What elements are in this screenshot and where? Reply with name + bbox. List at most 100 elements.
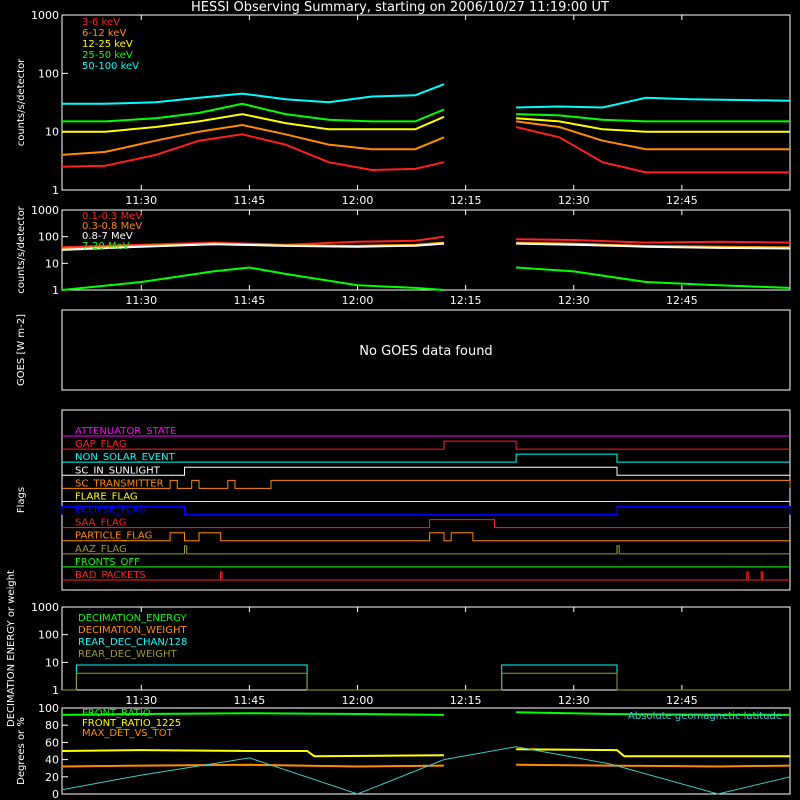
y-tick-label: 40 — [45, 754, 59, 767]
x-tick-label: 12:45 — [666, 194, 698, 207]
y-tick-label: 100 — [38, 67, 59, 80]
flag-line-bad_packets — [62, 571, 790, 581]
series-line-front_ratio — [61, 711, 790, 716]
flag-label: SC_TRANSMITTER — [75, 478, 164, 489]
series-line-25-50-keV — [62, 102, 790, 123]
flag-line-non_solar_event — [62, 453, 790, 463]
series-line-absolute-geomagnetic-latitude — [61, 746, 791, 795]
x-tick-label: 12:00 — [342, 694, 374, 707]
y-tick-label: 10 — [45, 656, 59, 669]
flag-line-aaz_flag — [62, 545, 790, 555]
legend-entry: 3-6 keV — [82, 17, 120, 28]
panel-frame-1 — [61, 14, 791, 191]
flag-label: FRONTS_OFF — [75, 557, 140, 568]
panel1-ylabel: counts/s/detector — [16, 58, 27, 146]
panel3-ylabel: GOES [W m-2] — [16, 314, 27, 386]
panel-frame-3 — [61, 309, 791, 391]
x-tick-label: 12:45 — [666, 294, 698, 307]
flag-line-sc_in_sunlight — [62, 466, 790, 476]
y-tick-label: 1 — [52, 284, 59, 297]
flag-label: SAA_FLAG — [75, 518, 126, 529]
y-tick-label: 1000 — [31, 204, 59, 217]
legend-entry: 25-50 keV — [82, 50, 133, 61]
y-tick-label: 100 — [38, 231, 59, 244]
y-tick-label: 1 — [52, 684, 59, 697]
series-line-3-6-keV — [61, 126, 790, 174]
legend-entry: FRONT_RATIO_1225 — [82, 718, 181, 729]
x-tick-label: 12:15 — [450, 694, 482, 707]
flag-label: SC_IN_SUNLIGHT — [75, 465, 161, 476]
series-line-0.8-7-MeV — [61, 242, 791, 251]
flag-label: GAP_FLAG — [75, 439, 127, 450]
series-line-front_ratio_1225 — [61, 748, 790, 758]
flag-label: AAZ_FLAG — [75, 544, 127, 555]
y-tick-label: 20 — [45, 771, 59, 784]
y-tick-label: 1 — [52, 184, 59, 197]
legend-entry: FRONT_RATIO — [82, 708, 151, 719]
y-tick-label: 0 — [52, 788, 59, 800]
legend-entry: Absolute geomagnetic latitude — [628, 711, 782, 722]
x-tick-label: 12:30 — [558, 694, 590, 707]
flag-line-eclipse_flag — [61, 506, 791, 516]
y-tick-label: 10 — [45, 126, 59, 139]
legend-entry: DECIMATION_WEIGHT — [78, 625, 187, 636]
y-tick-label: 10 — [45, 257, 59, 270]
flag-line-particle_flag — [62, 532, 790, 542]
legend-entry: REAR_DEC_WEIGHT — [78, 649, 177, 660]
legend-entry: DECIMATION_ENERGY — [78, 613, 187, 624]
x-tick-label: 12:45 — [666, 694, 698, 707]
legend-entry: 50-100 keV — [82, 61, 139, 72]
flag-label: ATTENUATOR_STATE — [75, 426, 176, 437]
legend-entry: 12-25 keV — [82, 39, 133, 50]
x-tick-label: 12:00 — [342, 194, 374, 207]
flag-label: ECLIPSE_FLAG — [75, 505, 146, 516]
legend-entry: 0.3-0.8 MeV — [82, 221, 142, 232]
flag-label: BAD_PACKETS — [75, 570, 146, 581]
x-tick-label: 11:30 — [125, 194, 157, 207]
panel-frame-2 — [61, 209, 791, 291]
x-tick-label: 12:30 — [558, 194, 590, 207]
panel4-ylabel: Flags — [16, 487, 27, 513]
no-goes-annotation: No GOES data found — [359, 344, 492, 359]
flag-line-sc_transmitter — [62, 479, 791, 489]
legend-entry: REAR_DEC_CHAN/128 — [78, 637, 187, 648]
series-line-rear-dec-chan-128 — [62, 664, 790, 691]
series-line-50-100-keV — [62, 83, 791, 109]
x-tick-label: 12:30 — [558, 294, 590, 307]
legend-entry: 0.8-7 MeV — [82, 231, 133, 242]
y-tick-label: 100 — [38, 702, 59, 715]
legend-entry: 7-20 MeV — [82, 241, 130, 252]
x-tick-label: 11:45 — [234, 694, 266, 707]
flag-line-saa_flag — [62, 519, 790, 529]
y-tick-label: 60 — [45, 736, 59, 749]
page-title: HESSI Observing Summary, starting on 200… — [191, 0, 609, 15]
flag-label: FLARE_FLAG — [75, 491, 138, 502]
flag-label: PARTICLE_FLAG — [75, 531, 152, 542]
y-tick-label: 100 — [38, 629, 59, 642]
panel5-ylabel: DECIMATION ENERGY or weight — [6, 570, 17, 727]
panel2-ylabel: counts/s/detector — [16, 205, 27, 293]
x-tick-label: 11:45 — [234, 294, 266, 307]
y-tick-label: 80 — [45, 719, 59, 732]
x-tick-label: 11:30 — [125, 294, 157, 307]
legend-entry: 6-12 keV — [82, 28, 126, 39]
x-tick-label: 11:30 — [125, 694, 157, 707]
series-line-7-20-MeV — [61, 266, 791, 291]
x-tick-label: 12:15 — [450, 294, 482, 307]
flag-label: NON_SOLAR_EVENT — [75, 452, 176, 463]
panel-frame-4 — [61, 409, 791, 591]
y-tick-label: 1000 — [31, 601, 59, 614]
x-tick-label: 11:45 — [234, 194, 266, 207]
panel6-ylabel: Degrees or % — [16, 717, 27, 785]
y-tick-label: 1000 — [31, 9, 59, 22]
x-tick-label: 12:00 — [342, 294, 374, 307]
flag-line-gap_flag — [62, 440, 790, 450]
series-line-max_det_vs_tot — [61, 763, 791, 768]
legend-entry: MAX_DET_VS_TOT — [82, 728, 174, 739]
series-line-rear-dec-weight — [62, 672, 790, 691]
series-line-6-12-keV — [61, 120, 790, 156]
series-line-12-25-keV — [62, 113, 790, 133]
x-tick-label: 12:15 — [450, 194, 482, 207]
